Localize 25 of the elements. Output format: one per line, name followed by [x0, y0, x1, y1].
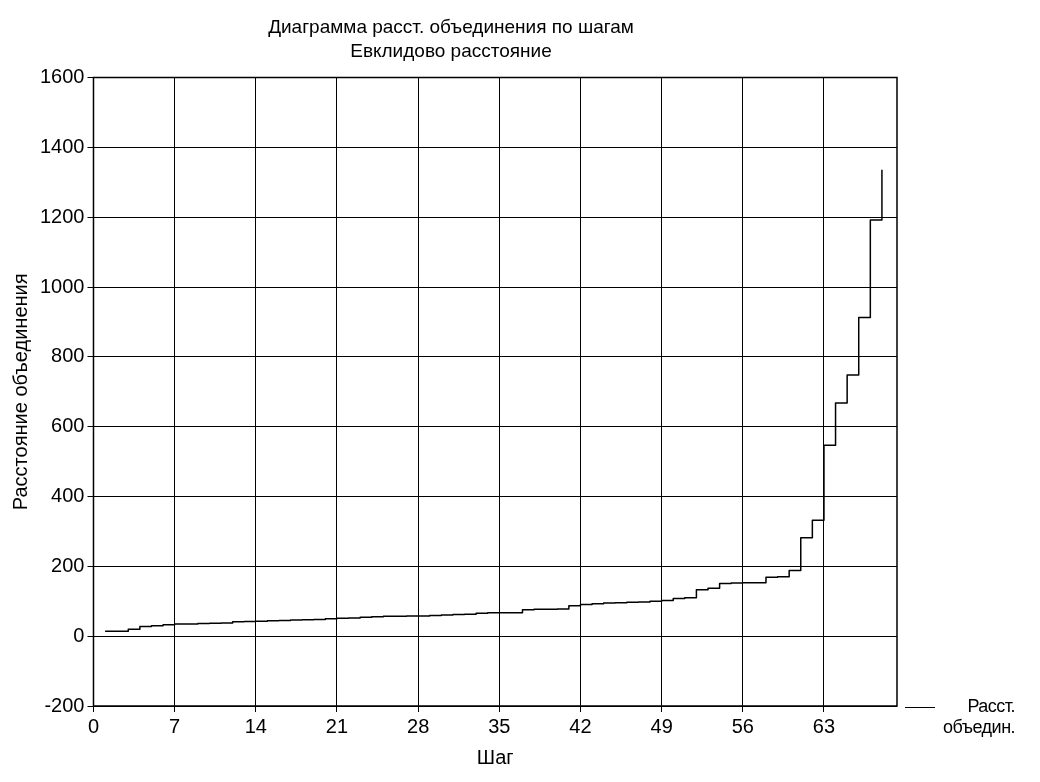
y-axis-title: Расстояние объединения	[8, 273, 31, 511]
y-tick-label: 200	[51, 553, 85, 576]
y-tick-label: -200	[44, 693, 85, 716]
x-tick-label: 63	[812, 714, 836, 737]
y-tick-label: 0	[73, 623, 85, 646]
chart-title: Диаграмма расст. объединения по шагам	[268, 15, 634, 37]
x-tick-label: 42	[569, 714, 592, 737]
x-tick-label: 0	[87, 714, 100, 737]
y-tick-label: 1200	[39, 204, 85, 227]
chart-subtitle: Евклидово расстояние	[350, 40, 552, 62]
x-tick-label: 35	[488, 714, 511, 737]
x-tick-label: 28	[407, 714, 430, 737]
x-tick-label: 49	[650, 714, 673, 737]
legend-label: Расст. объедин.	[943, 696, 1016, 738]
y-tick-label: 800	[51, 344, 85, 367]
y-tick-label: 1600	[39, 65, 85, 88]
x-tick-label: 21	[325, 714, 349, 737]
x-tick-label: 14	[244, 714, 267, 737]
x-axis-title: Шаг	[476, 745, 514, 768]
y-tick-label: 1400	[39, 134, 85, 157]
y-tick-label: 1000	[39, 274, 85, 297]
y-tick-label: 400	[51, 484, 85, 507]
y-tick-label: 600	[51, 414, 85, 437]
x-tick-label: 7	[169, 714, 181, 737]
x-tick-label: 56	[731, 714, 754, 737]
